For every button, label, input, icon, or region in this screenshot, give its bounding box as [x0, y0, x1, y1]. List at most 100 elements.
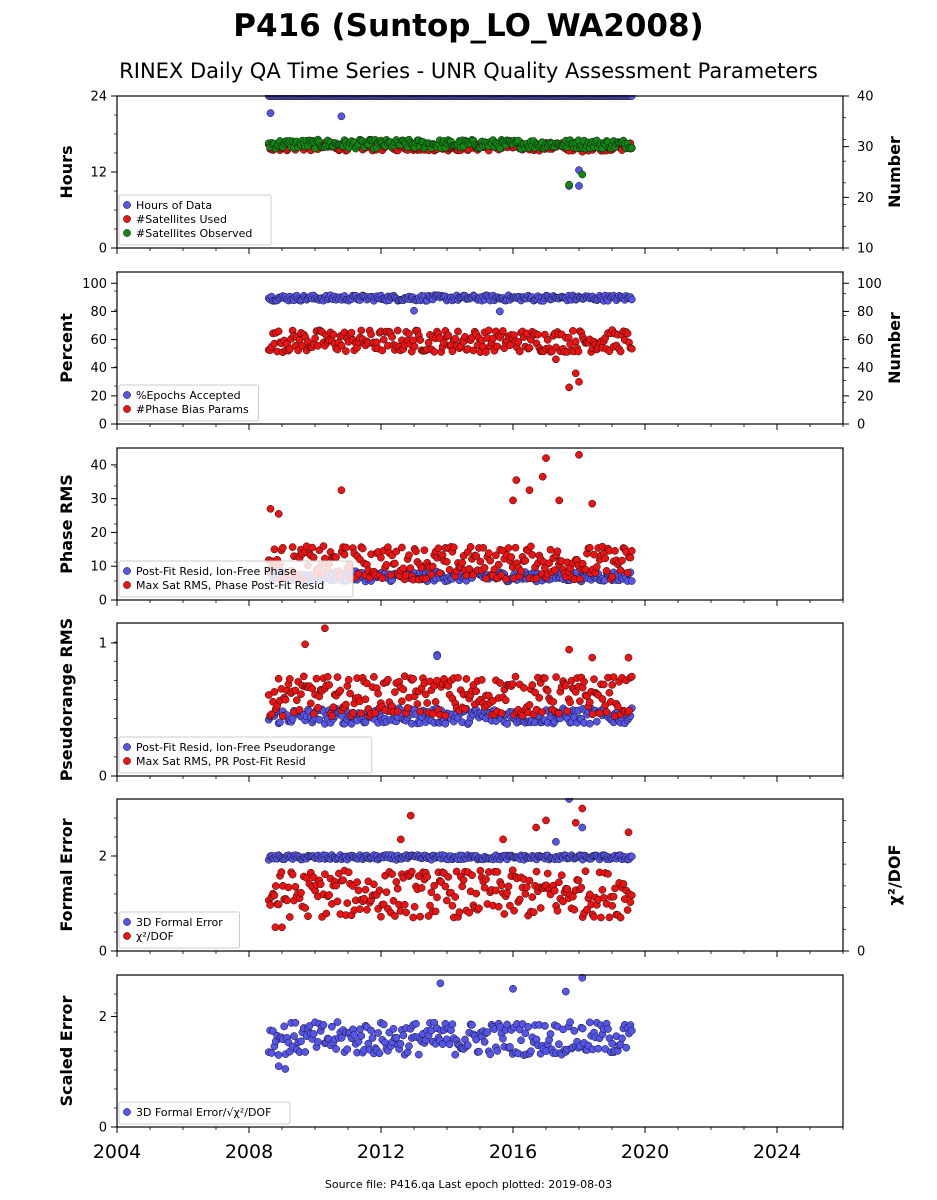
data-point — [561, 987, 570, 996]
data-point — [616, 913, 625, 922]
data-point — [315, 715, 324, 724]
data-point — [343, 899, 352, 907]
data-point — [299, 672, 308, 681]
data-point — [627, 295, 636, 304]
data-point — [375, 1049, 384, 1058]
data-point — [627, 547, 636, 555]
data-point — [382, 888, 391, 897]
data-point — [627, 852, 636, 861]
data-point — [503, 1020, 511, 1029]
data-point — [333, 1018, 342, 1026]
data-point — [503, 889, 511, 897]
data-point — [553, 906, 562, 915]
data-point — [449, 543, 458, 552]
data-point — [371, 709, 380, 717]
data-point — [406, 811, 415, 820]
data-point — [503, 720, 511, 728]
data-point — [290, 1032, 298, 1040]
data-point — [267, 1049, 276, 1057]
data-point — [578, 823, 587, 832]
data-point — [458, 882, 467, 891]
data-point — [468, 1021, 476, 1029]
data-point — [535, 693, 544, 702]
legend-label: 3D Formal Error — [136, 916, 223, 929]
data-point — [468, 871, 476, 880]
y-tick-label: 0 — [99, 770, 107, 785]
y-right-tick-label: 40 — [857, 361, 874, 376]
data-point — [512, 476, 521, 484]
data-point — [454, 673, 462, 682]
data-point — [515, 895, 524, 904]
data-point — [346, 689, 354, 698]
x-tick-label: 2024 — [753, 1141, 801, 1163]
data-point — [604, 870, 612, 878]
data-point — [480, 564, 489, 572]
data-point — [367, 1026, 375, 1035]
data-point — [285, 913, 294, 921]
data-point — [508, 680, 517, 688]
data-point — [445, 565, 454, 574]
data-point — [333, 673, 342, 681]
data-point — [601, 554, 610, 563]
data-point — [520, 684, 528, 692]
data-point — [412, 547, 420, 556]
data-point — [462, 571, 471, 580]
data-point — [433, 893, 441, 902]
data-point — [314, 703, 322, 712]
data-point — [483, 1028, 492, 1037]
data-point — [616, 566, 625, 575]
y-tick-label: 0 — [99, 945, 107, 960]
data-point — [451, 334, 460, 343]
data-point — [511, 672, 520, 681]
data-point — [353, 878, 361, 887]
legend-label: Post-Fit Resid, Ion-Free Pseudorange — [136, 741, 336, 754]
data-point — [577, 883, 586, 892]
y-tick-label: 20 — [90, 526, 107, 541]
data-point — [514, 338, 523, 346]
data-point — [599, 680, 608, 689]
data-point — [309, 709, 318, 718]
data-point — [399, 564, 408, 573]
data-point — [309, 553, 318, 562]
data-point — [541, 674, 549, 682]
data-point — [486, 556, 495, 565]
data-point — [462, 675, 471, 683]
data-point — [454, 327, 462, 336]
data-point — [377, 553, 385, 562]
data-point — [431, 698, 440, 706]
legend-box — [118, 1101, 291, 1125]
data-point — [484, 549, 493, 557]
data-point — [623, 329, 632, 338]
data-point — [291, 882, 300, 891]
legend-box — [118, 194, 272, 246]
data-point — [496, 679, 504, 687]
data-point — [461, 704, 469, 713]
y-tick-label: 40 — [90, 458, 107, 473]
data-point — [377, 912, 385, 921]
data-point — [608, 681, 617, 689]
data-point — [379, 335, 388, 344]
data-point — [379, 1020, 388, 1029]
data-point — [297, 690, 305, 699]
legend-label: Hours of Data — [136, 199, 212, 212]
data-point — [372, 338, 381, 347]
data-point — [325, 681, 333, 689]
data-point — [431, 907, 440, 916]
data-points — [264, 95, 636, 190]
data-point — [501, 575, 510, 583]
legend-box — [118, 736, 373, 774]
data-point — [337, 486, 346, 495]
y-right-tick-label: 20 — [857, 191, 874, 206]
series-1-points — [264, 974, 636, 1073]
data-point — [393, 707, 402, 716]
data-point — [403, 704, 412, 712]
data-point — [504, 882, 513, 891]
y-tick-label: 80 — [90, 305, 107, 320]
data-point — [494, 560, 503, 569]
data-point — [497, 881, 506, 890]
data-point — [398, 697, 406, 706]
x-tick-label: 2004 — [93, 1141, 141, 1163]
data-point — [476, 866, 485, 875]
